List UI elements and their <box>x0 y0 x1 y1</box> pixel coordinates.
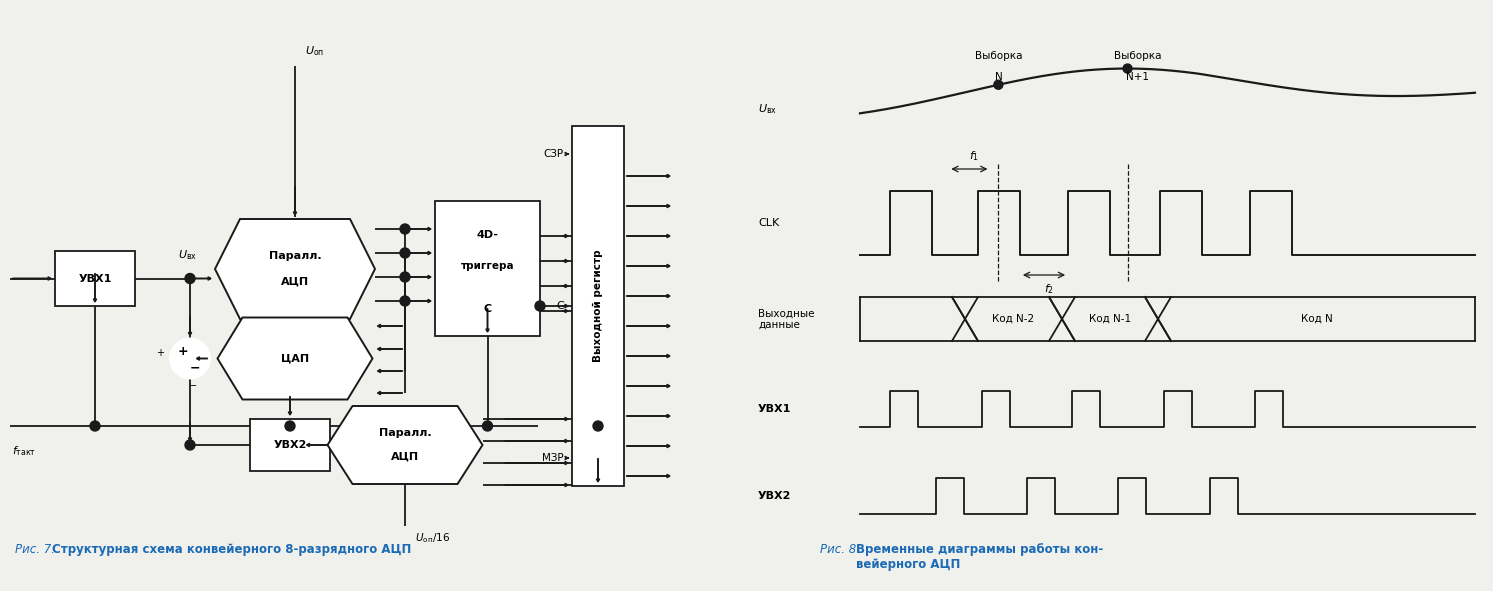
Text: $U_\mathregular{оп}/16$: $U_\mathregular{оп}/16$ <box>415 531 451 545</box>
Polygon shape <box>218 317 372 400</box>
Text: +: + <box>155 348 164 358</box>
Text: Структурная схема конвейерного 8-разрядного АЦП: Структурная схема конвейерного 8-разрядн… <box>52 543 412 556</box>
Text: $U_\mathregular{вх}$: $U_\mathregular{вх}$ <box>758 102 776 116</box>
FancyBboxPatch shape <box>434 201 540 336</box>
Text: Выборка: Выборка <box>1114 51 1162 61</box>
Text: Рис. 8.: Рис. 8. <box>820 543 864 556</box>
Circle shape <box>482 421 493 431</box>
Text: Выборка: Выборка <box>975 51 1023 61</box>
Circle shape <box>400 296 411 306</box>
Text: Рис. 7.: Рис. 7. <box>15 543 58 556</box>
Text: СЗР: СЗР <box>543 149 564 159</box>
Text: Паралл.: Паралл. <box>379 428 431 438</box>
Text: Выходной регистр: Выходной регистр <box>593 249 603 362</box>
Text: N: N <box>994 72 1002 82</box>
Text: УВХ2: УВХ2 <box>758 491 791 501</box>
Text: $f_1$: $f_1$ <box>969 149 979 163</box>
Text: АЦП: АЦП <box>281 277 309 287</box>
Text: триггера: триггера <box>461 261 514 271</box>
Circle shape <box>400 272 411 282</box>
Text: МЗР: МЗР <box>542 453 564 463</box>
Text: Код N: Код N <box>1300 314 1332 324</box>
Text: −: − <box>190 362 200 375</box>
Text: CLK: CLK <box>758 218 779 228</box>
Text: −: − <box>190 382 197 391</box>
Text: УВХ2: УВХ2 <box>273 440 306 450</box>
Text: Код N-2: Код N-2 <box>993 314 1035 324</box>
Text: Паралл.: Паралл. <box>269 251 321 261</box>
Circle shape <box>400 224 411 234</box>
Text: +: + <box>178 345 188 358</box>
Circle shape <box>170 339 211 378</box>
Text: $U_\mathregular{вх}$: $U_\mathregular{вх}$ <box>179 248 197 261</box>
Text: С: С <box>557 301 564 311</box>
Circle shape <box>1123 64 1132 73</box>
Text: УВХ1: УВХ1 <box>758 404 791 414</box>
Circle shape <box>593 421 603 431</box>
Circle shape <box>185 274 196 284</box>
Text: N+1: N+1 <box>1126 72 1150 82</box>
Text: ЦАП: ЦАП <box>281 353 309 363</box>
Text: Выходные
данные: Выходные данные <box>758 308 815 330</box>
Text: Временные диаграммы работы кон-
вейерного АЦП: Временные диаграммы работы кон- вейерног… <box>855 543 1103 571</box>
Circle shape <box>185 440 196 450</box>
Text: УВХ1: УВХ1 <box>78 274 112 284</box>
Circle shape <box>534 301 545 311</box>
Text: $U_\mathregular{оп}$: $U_\mathregular{оп}$ <box>305 44 324 58</box>
FancyBboxPatch shape <box>55 251 134 306</box>
Text: АЦП: АЦП <box>391 452 420 462</box>
Text: С: С <box>484 304 491 314</box>
Text: $f_\mathregular{такт}$: $f_\mathregular{такт}$ <box>12 444 36 458</box>
Polygon shape <box>215 219 375 319</box>
FancyBboxPatch shape <box>572 126 624 486</box>
Circle shape <box>994 80 1003 89</box>
Polygon shape <box>327 406 482 484</box>
Text: $f_2$: $f_2$ <box>1044 282 1054 296</box>
Text: Код N-1: Код N-1 <box>1088 314 1132 324</box>
Circle shape <box>400 248 411 258</box>
FancyBboxPatch shape <box>249 419 330 471</box>
Text: 4D-: 4D- <box>476 230 499 240</box>
Circle shape <box>285 421 296 431</box>
Circle shape <box>90 421 100 431</box>
